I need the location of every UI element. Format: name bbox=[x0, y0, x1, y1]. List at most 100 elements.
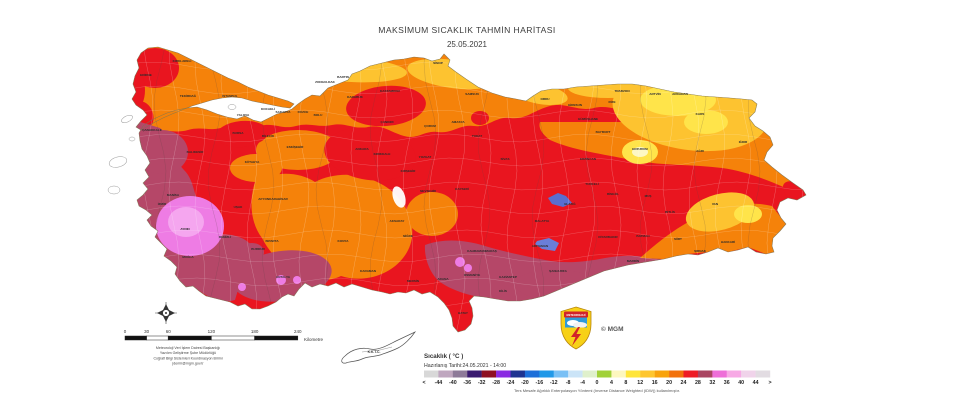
district-border-line bbox=[132, 181, 806, 191]
legend-tick-label: 24 bbox=[681, 380, 687, 386]
city-label: KÜTAHYA bbox=[245, 160, 260, 164]
city-label: BURDUR bbox=[251, 247, 265, 251]
district-border-line bbox=[132, 61, 806, 71]
city-label: TEKİRDAĞ bbox=[180, 93, 197, 98]
legend-prepared: Hazırlanış Tarihi:24.05.2021 - 14:00 bbox=[424, 363, 506, 369]
lake-tuz bbox=[392, 186, 406, 208]
city-label: KAHRAMANMARAŞ bbox=[467, 249, 497, 253]
legend-color-cell bbox=[683, 370, 699, 378]
footer-credits: Meteoroloji Veri İşlem Dairesi Başkanlığ… bbox=[153, 345, 222, 366]
scale-bar-segment bbox=[211, 335, 255, 341]
region-red-patch bbox=[471, 111, 489, 125]
copyright-text: © MGM bbox=[601, 325, 623, 333]
province-border-line bbox=[369, 47, 383, 332]
legend-tick-label: 32 bbox=[709, 380, 715, 386]
city-label: ARTVİN bbox=[649, 92, 661, 96]
violet-spot bbox=[238, 283, 246, 291]
legend-tick-label: 4 bbox=[610, 380, 613, 386]
legend-color-cell bbox=[568, 370, 583, 378]
city-label: GİRESUN bbox=[568, 103, 583, 107]
violet-spot bbox=[455, 257, 465, 267]
district-border-line bbox=[220, 47, 232, 332]
lake-ataturk bbox=[535, 238, 559, 251]
city-label: ŞIRNAK bbox=[694, 249, 707, 253]
region-erzurum-paleyellow bbox=[632, 147, 648, 157]
city-label: YOZGAT bbox=[419, 155, 432, 159]
legend-tick-label: < bbox=[422, 380, 425, 386]
district-border-line bbox=[132, 133, 806, 143]
legend-color-cell bbox=[741, 370, 756, 378]
city-label: RİZE bbox=[608, 100, 615, 104]
city-label: AĞRI bbox=[696, 148, 704, 153]
legend-tick-label: -24 bbox=[507, 380, 515, 386]
legend-tick-label: -4 bbox=[580, 380, 585, 386]
city-label: KARS bbox=[696, 112, 705, 116]
legend-tick-labels: < -44 -40 -36 -32 -28 -24 -20 -16 -12 -8 -4 0 4 8 12 16 2… bbox=[422, 380, 771, 386]
city-label: GAZİANTEP bbox=[499, 275, 517, 279]
violet-spot bbox=[276, 275, 286, 285]
island-outline bbox=[108, 156, 128, 168]
district-border-line bbox=[194, 47, 206, 332]
city-label: ORDU bbox=[540, 97, 550, 101]
city-label: YALOVA bbox=[237, 113, 250, 117]
city-label: ÇANKIRI bbox=[381, 120, 394, 124]
legend-heading: Sıcaklık ( °C ) bbox=[424, 353, 463, 360]
city-label: ERZİNCAN bbox=[580, 157, 597, 161]
scale-bar-segment bbox=[146, 335, 169, 341]
region-aydin-lightviolet bbox=[168, 207, 204, 237]
city-label: OSMANİYE bbox=[464, 273, 481, 277]
legend-color-cell bbox=[553, 370, 569, 378]
district-border-line bbox=[376, 47, 388, 332]
legend-tick-label: -12 bbox=[550, 380, 558, 386]
district-border-line bbox=[132, 157, 806, 167]
legend-color-cell bbox=[481, 370, 497, 378]
mgm-logo-text: METEOROLOJİ bbox=[567, 312, 586, 317]
legend-tick-label: 0 bbox=[596, 380, 599, 386]
city-label: KIRŞEHİR bbox=[401, 169, 417, 173]
city-label: SİVAS bbox=[500, 157, 509, 161]
violet-spot bbox=[293, 276, 301, 284]
footer-credit-line: Coğrafi Bilgi Sistemleri Koordinasyon Bi… bbox=[153, 356, 222, 360]
legend-color-cell bbox=[424, 370, 439, 378]
district-border-line bbox=[132, 229, 806, 239]
legend-tick-label: 20 bbox=[666, 380, 672, 386]
city-label: ADIYAMAN bbox=[532, 244, 549, 248]
region-van-yellow bbox=[734, 205, 762, 223]
island-outline bbox=[107, 185, 121, 195]
region-kars-yellow bbox=[684, 110, 728, 134]
city-label: BİNGÖL bbox=[607, 192, 619, 196]
city-label: ANKARA bbox=[355, 147, 369, 151]
region-burdur-crimson bbox=[240, 243, 264, 261]
legend-tick-label: > bbox=[768, 380, 771, 386]
map-title: MAKSİMUM SICAKLIK TAHMİN HARİTASI bbox=[378, 25, 555, 35]
city-label: AKSARAY bbox=[389, 219, 405, 223]
scale-bar-tick: 60 bbox=[166, 329, 172, 334]
legend-color-cell bbox=[524, 370, 540, 378]
legend-tick-label: -16 bbox=[536, 380, 544, 386]
scale-bar-tick: 30 bbox=[144, 329, 150, 334]
city-label: SAKARYA bbox=[276, 110, 292, 114]
city-label: KİLİS bbox=[499, 289, 507, 293]
city-label: MERSİN bbox=[407, 279, 420, 283]
legend-footnote: Ters Mesafe Ağırlıklı Enterpolasyon Yönt… bbox=[514, 388, 680, 393]
island-outline bbox=[128, 136, 136, 142]
footer-credit-line: Yazılım Geliştirme Şube Müdürlüğü bbox=[160, 351, 216, 355]
legend-tick-label: 28 bbox=[695, 380, 701, 386]
city-label: EDİRNE bbox=[140, 73, 152, 77]
legend-color-cell bbox=[697, 370, 713, 378]
city-label: DENİZLİ bbox=[219, 235, 231, 239]
city-label: ELAZIĞ bbox=[564, 201, 576, 206]
legend-tick-label: -20 bbox=[521, 380, 529, 386]
legend-color-cell bbox=[438, 370, 454, 378]
city-label: BAYBURT bbox=[596, 130, 611, 134]
map-date: 25.05.2021 bbox=[447, 40, 488, 49]
cyprus-outline bbox=[341, 331, 416, 364]
city-label: BURSA bbox=[232, 131, 244, 135]
legend-color-cell bbox=[669, 370, 684, 378]
city-label: NİĞDE bbox=[403, 233, 413, 238]
city-label: BİTLİS bbox=[665, 210, 675, 214]
city-label: ÇORUM bbox=[424, 124, 436, 128]
cyprus: K.K.T.C. bbox=[341, 331, 416, 364]
